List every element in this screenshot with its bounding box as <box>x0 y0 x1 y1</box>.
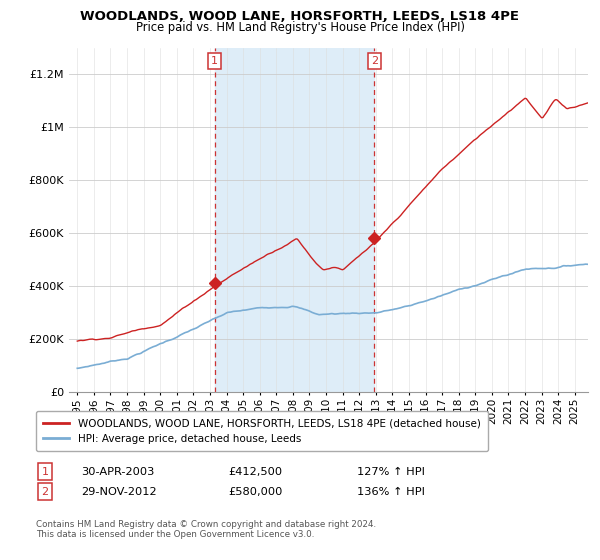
Text: £580,000: £580,000 <box>228 487 283 497</box>
Text: Price paid vs. HM Land Registry's House Price Index (HPI): Price paid vs. HM Land Registry's House … <box>136 21 464 34</box>
Text: 1: 1 <box>41 466 49 477</box>
Text: Contains HM Land Registry data © Crown copyright and database right 2024.
This d: Contains HM Land Registry data © Crown c… <box>36 520 376 539</box>
Text: 30-APR-2003: 30-APR-2003 <box>81 466 154 477</box>
Text: 29-NOV-2012: 29-NOV-2012 <box>81 487 157 497</box>
Text: 2: 2 <box>371 57 378 67</box>
Bar <box>215 48 374 392</box>
Text: 136% ↑ HPI: 136% ↑ HPI <box>357 487 425 497</box>
Text: 2: 2 <box>41 487 49 497</box>
Text: 1: 1 <box>211 57 218 67</box>
Text: 127% ↑ HPI: 127% ↑ HPI <box>357 466 425 477</box>
Text: £412,500: £412,500 <box>228 466 282 477</box>
Text: WOODLANDS, WOOD LANE, HORSFORTH, LEEDS, LS18 4PE: WOODLANDS, WOOD LANE, HORSFORTH, LEEDS, … <box>80 10 520 23</box>
Legend: WOODLANDS, WOOD LANE, HORSFORTH, LEEDS, LS18 4PE (detached house), HPI: Average : WOODLANDS, WOOD LANE, HORSFORTH, LEEDS, … <box>36 411 488 451</box>
